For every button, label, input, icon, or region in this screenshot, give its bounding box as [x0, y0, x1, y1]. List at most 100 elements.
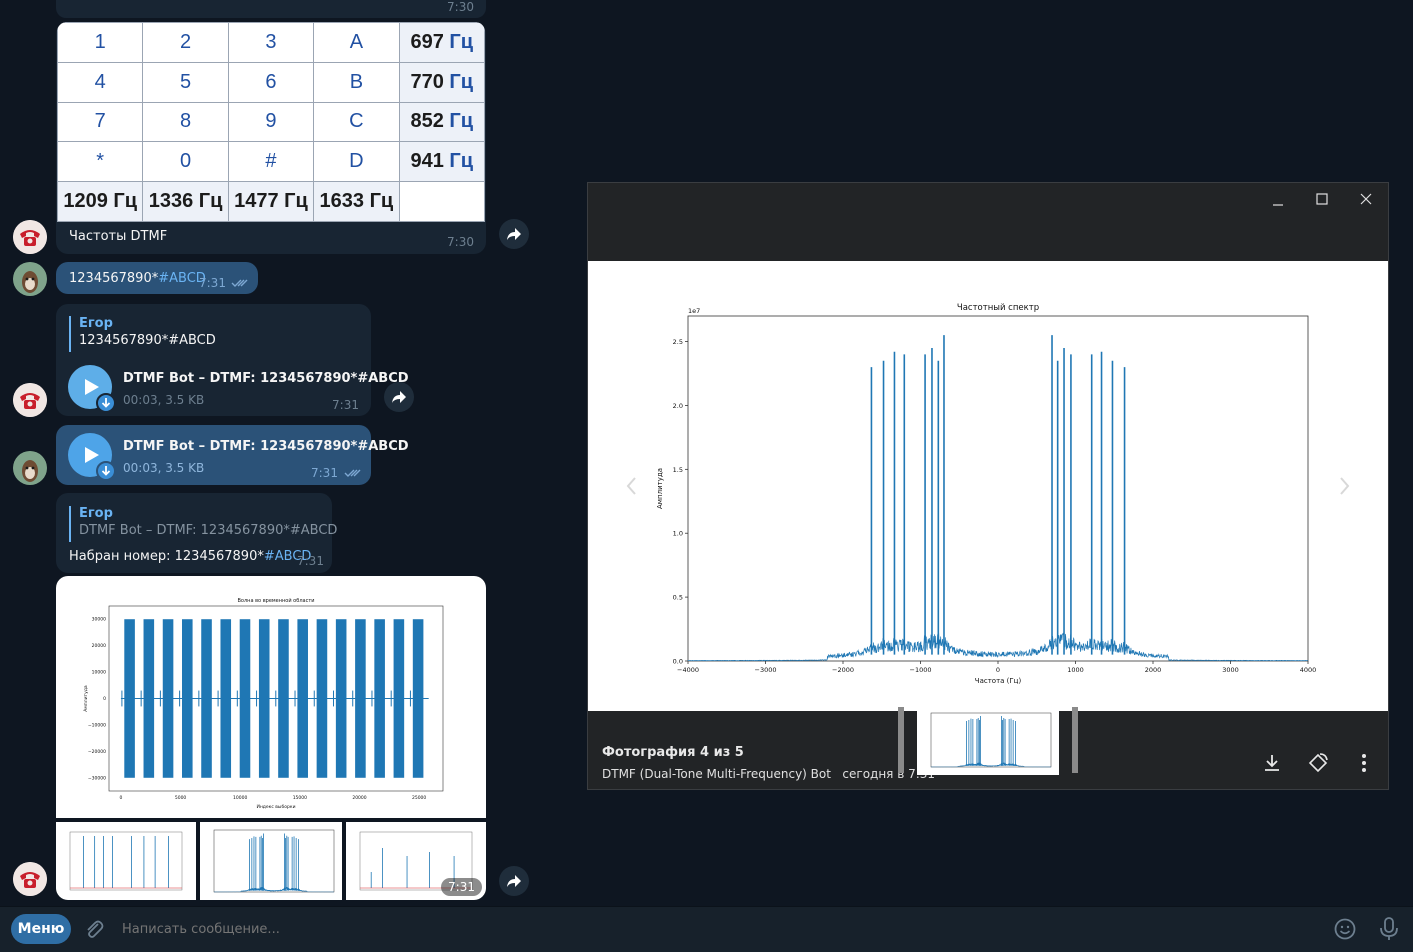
y-axis-label: Амплитуда	[83, 685, 89, 712]
download-button[interactable]	[1260, 751, 1284, 775]
bot-avatar[interactable]	[13, 862, 47, 896]
chat-area[interactable]: 7:30 1 2 3 A 697 Гц 4 5 6 B 770 Гц 7 8 9 C 852 Гц * 0 # D 9…	[0, 0, 587, 906]
y-tick-label: −20000	[88, 749, 106, 755]
dialed-number-message[interactable]: Егор DTMF Bot – DTMF: 1234567890*#ABCD Н…	[56, 493, 337, 573]
audio-play-button[interactable]	[68, 365, 116, 413]
dtmf-empty-cell	[398, 181, 485, 222]
message-time: 7:30	[447, 0, 474, 14]
dtmf-col-frequency: 1336 Гц	[142, 181, 229, 222]
wave-burst	[316, 619, 328, 778]
dtmf-key-cell: 2	[142, 22, 229, 63]
y-tick-label: 1.5	[673, 466, 683, 474]
y-tick-label: 0	[103, 696, 106, 702]
dtmf-row: * 0 # D 941 Гц	[57, 141, 485, 183]
prev-photo-button[interactable]	[618, 466, 646, 506]
y-tick-label: 20000	[92, 643, 106, 649]
hashtag-link[interactable]: #ABCD	[158, 271, 206, 286]
dtmf-table-message[interactable]: 1 2 3 A 697 Гц 4 5 6 B 770 Гц 7 8 9 C 852 Гц * 0 # D 941 Гц…	[56, 22, 486, 254]
plot-frame	[359, 831, 473, 891]
filmstrip[interactable]	[898, 705, 1078, 775]
media-viewer-window[interactable]: Частотный спектр Частота (Гц) Амплитуда 1e7…	[587, 182, 1389, 790]
more-options-button[interactable]	[1352, 751, 1376, 775]
album-thumbnail-3[interactable]: 7:31	[346, 822, 486, 900]
photo-source: DTMF (Dual-Tone Multi-Frequency) Bot сег…	[602, 767, 935, 781]
forward-button[interactable]	[499, 219, 529, 249]
audio-forward-message[interactable]: DTMF Bot – DTMF: 1234567890*#ABCD 00:03,…	[56, 425, 409, 485]
frequency-value: 941	[410, 150, 450, 173]
download-badge[interactable]	[96, 393, 116, 413]
reply-quote[interactable]: Егор DTMF Bot – DTMF: 1234567890*#ABCD	[69, 506, 337, 542]
wave-burst	[124, 619, 135, 778]
dialed-number-text: Набран номер: 1234567890*#ABCD	[69, 549, 311, 564]
x-tick-label: 15000	[293, 795, 307, 801]
user-avatar[interactable]	[13, 262, 47, 296]
plot-frame	[108, 605, 444, 792]
album-thumbnail-2[interactable]	[200, 822, 342, 900]
album-thumbnail-1[interactable]	[56, 822, 196, 900]
viewer-titlebar[interactable]	[588, 183, 1388, 261]
thumb-frequency-chart	[213, 829, 335, 893]
telephone-icon	[13, 383, 47, 417]
wave-burst	[258, 619, 270, 778]
chevron-right-icon	[1340, 477, 1350, 495]
x-tick-label: 20000	[352, 795, 366, 801]
plot-frame	[213, 829, 335, 893]
bot-avatar[interactable]	[13, 220, 47, 254]
attach-button[interactable]	[82, 917, 106, 941]
maximize-icon	[1316, 193, 1328, 205]
dtmf-key-cell: 4	[57, 61, 144, 103]
message-time: 7:31	[332, 398, 359, 412]
hashtag-link[interactable]: #ABCD	[263, 549, 312, 564]
dtmf-key-cell: #	[227, 141, 315, 183]
message-time: 7:31	[199, 276, 226, 290]
dtmf-row: 7 8 9 C 852 Гц	[57, 101, 485, 143]
y-tick-label: −10000	[88, 722, 106, 728]
y-tick-label: 0.5	[673, 594, 683, 602]
dtmf-col-frequency: 1209 Гц	[57, 181, 144, 222]
bot-menu-button[interactable]: Меню	[11, 914, 71, 944]
maximize-button[interactable]	[1308, 185, 1336, 213]
spectrum-noise-line	[687, 632, 1308, 662]
audio-meta: 00:03, 3.5 KB	[123, 393, 205, 407]
paperclip-icon	[87, 920, 104, 938]
bot-avatar[interactable]	[13, 383, 47, 417]
audio-title: DTMF Bot – DTMF: 1234567890*#ABCD	[123, 371, 409, 386]
wave-burst	[355, 619, 366, 778]
message-time: 7:31	[297, 554, 324, 568]
forward-button[interactable]	[384, 382, 414, 412]
thumb-detection-chart	[359, 831, 473, 891]
sent-digits-message[interactable]: 1234567890*#ABCD 7:31	[56, 262, 258, 294]
telephone-icon	[13, 220, 47, 254]
filmstrip-next[interactable]	[1072, 707, 1078, 773]
message-input[interactable]	[116, 914, 1306, 944]
photo-source-name[interactable]: DTMF (Dual-Tone Multi-Frequency) Bot	[602, 767, 831, 781]
photo-date: сегодня в 7:31	[842, 767, 936, 781]
rotate-button[interactable]	[1306, 751, 1330, 775]
next-photo-button[interactable]	[1330, 466, 1358, 506]
minimize-button[interactable]	[1264, 187, 1292, 215]
viewer-image[interactable]: Частотный спектр Частота (Гц) Амплитуда 1e7…	[588, 261, 1388, 711]
filmstrip-prev[interactable]	[898, 707, 904, 773]
sent-digits: 1234567890*	[69, 271, 159, 286]
y-axis-label: Амплитуда	[656, 468, 664, 509]
y-tick-label: 30000	[92, 617, 106, 623]
forward-button[interactable]	[499, 866, 529, 896]
filmstrip-current[interactable]	[917, 705, 1059, 775]
dtmf-row: 1 2 3 A 697 Гц	[57, 22, 485, 63]
dtmf-key-cell: 7	[57, 101, 144, 143]
close-button[interactable]	[1352, 185, 1380, 213]
frequency-value: 852	[410, 110, 450, 133]
dtmf-table-image[interactable]: 1 2 3 A 697 Гц 4 5 6 B 770 Гц 7 8 9 C 852 Гц * 0 # D 941 Гц…	[57, 22, 485, 222]
wave-plot-image[interactable]: Волна во временной области Индекс выборки…	[56, 576, 486, 818]
message-time: 7:31	[311, 466, 338, 480]
reply-quote[interactable]: Егор 1234567890*#ABCD	[69, 316, 216, 352]
x-tick-label: 0	[119, 795, 122, 801]
emoji-button[interactable]	[1333, 917, 1357, 941]
user-avatar[interactable]	[13, 451, 47, 485]
audio-play-button[interactable]	[68, 433, 116, 481]
dtmf-col-frequency: 1633 Гц	[313, 181, 400, 222]
audio-reply-message[interactable]: Егор 1234567890*#ABCD DTMF Bot – DTMF: 1…	[56, 304, 409, 416]
download-badge[interactable]	[96, 461, 116, 481]
x-tick-label: 4000	[1300, 666, 1317, 674]
voice-record-button[interactable]	[1377, 916, 1401, 942]
